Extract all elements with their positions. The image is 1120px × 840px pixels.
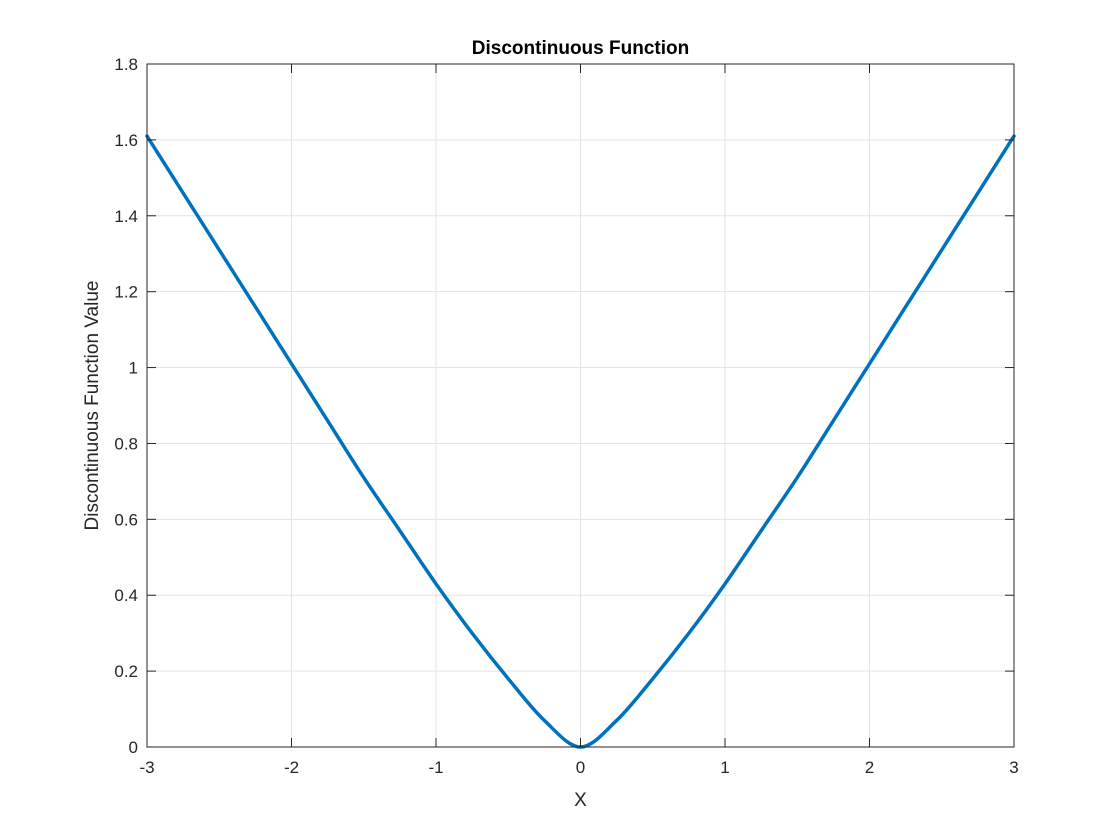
x-tick-label: 2 [865, 758, 874, 777]
y-tick-label: 0.8 [114, 434, 138, 453]
y-tick-label: 0.2 [114, 662, 138, 681]
y-tick-label: 0.4 [114, 586, 138, 605]
axis-ticks: -3 -2 -1 0 1 2 3 0 0.2 0.4 0.6 0.8 1 1.2 1.4 1.6 1.8 [114, 55, 1018, 777]
x-tick-label: 1 [720, 758, 729, 777]
y-tick-label: 1.8 [114, 55, 138, 74]
y-tick-label: 0.6 [114, 510, 138, 529]
y-tick-label: 1.4 [114, 207, 138, 226]
y-tick-label: 0 [129, 738, 138, 757]
y-tick-label: 1.6 [114, 131, 138, 150]
x-tick-label: -3 [139, 758, 154, 777]
y-tick-label: 1 [129, 359, 138, 378]
x-axis-label: X [574, 790, 587, 811]
y-tick-label: 1.2 [114, 283, 138, 302]
chart-title: Discontinuous Function [472, 38, 689, 59]
x-tick-label: 3 [1009, 758, 1018, 777]
x-tick-label: -1 [428, 758, 443, 777]
x-tick-label: -2 [284, 758, 299, 777]
y-axis-label: Discontinuous Function Value [82, 281, 103, 531]
x-tick-label: 0 [576, 758, 585, 777]
